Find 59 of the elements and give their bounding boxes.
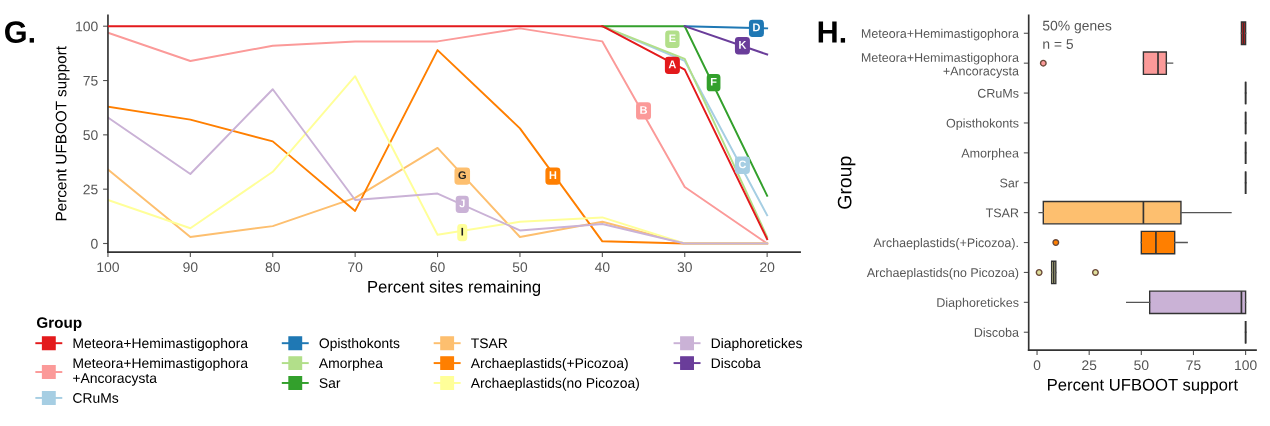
annotation: G (458, 171, 466, 180)
y-tick-label: Sar (1000, 178, 1019, 188)
legend-title: Group (36, 317, 82, 332)
annotation: n = 5 (1043, 39, 1074, 49)
y-tick-label: CRuMs (977, 88, 1019, 98)
y-tick-label: 50 (83, 130, 98, 141)
y-tick-label: Meteora+Hemimastigophora (861, 28, 1019, 41)
x-tick-label: 50 (512, 262, 528, 273)
y-tick-label: Discoba (974, 327, 1019, 337)
y-tick-label: Archaeplastids(+Picozoa). (873, 238, 1018, 250)
x-tick-label: 80 (265, 262, 280, 273)
legend-label: Diaphoretickes (711, 337, 803, 351)
x-tick-label: 60 (430, 262, 445, 273)
annotation: J (459, 199, 465, 208)
legend-label: Meteora+Hemimastigophora (73, 337, 249, 351)
legend-label: Discoba (711, 357, 761, 369)
x-tick-label: 70 (348, 262, 363, 273)
legend-label: Opisthokonts (319, 337, 400, 351)
y-axis-title: Percent UFBOOT support (55, 46, 70, 221)
y-tick-label: Amorphea (961, 148, 1019, 160)
legend-label: Archaeplastids(no Picozoa) (470, 377, 639, 391)
x-tick-label: 0 (1033, 360, 1041, 371)
legend-label: Archaeplastids(+Picozoa) (470, 357, 628, 371)
x-tick-label: 20 (760, 262, 775, 273)
x-tick-label: 50 (1134, 360, 1149, 371)
legend-label: TSAR (471, 338, 508, 349)
y-axis-title: Group (837, 156, 856, 209)
x-tick-label: 100 (97, 262, 119, 273)
y-tick-label: Archaeplastids(no Picozoa) (866, 267, 1019, 280)
x-axis-title: Percent sites remaining (368, 280, 541, 296)
annotation: C (738, 160, 747, 169)
y-tick-label: 100 (76, 21, 98, 32)
x-tick-label: 75 (1186, 360, 1201, 371)
y-tick-label: 25 (83, 184, 98, 195)
annotation: I (461, 227, 464, 236)
chart-title: H. (818, 21, 846, 43)
annotation: H (549, 171, 557, 180)
legend-label: Amorphea (318, 357, 383, 371)
annotation: B (640, 106, 648, 114)
annotation: D (753, 23, 760, 32)
y-tick-label: 0 (91, 238, 98, 249)
annotation: 50% genes (1042, 20, 1112, 34)
y-tick-label: 75 (83, 76, 98, 86)
x-tick-label: 90 (183, 262, 198, 273)
x-tick-label: 100 (1235, 360, 1257, 371)
y-tick-label: Meteora+Hemimastigophora +Ancoracysta (861, 52, 1019, 78)
y-tick-label: TSAR (985, 208, 1019, 218)
x-axis-title: Percent UFBOOT support (1048, 378, 1238, 394)
annotation: F (710, 77, 717, 86)
annotation: E (669, 34, 676, 43)
x-tick-label: 40 (594, 262, 610, 273)
chart-title: G. (5, 21, 34, 43)
annotation: K (739, 40, 747, 49)
annotation: A (668, 60, 677, 69)
x-tick-label: 30 (677, 262, 692, 273)
x-tick-label: 25 (1082, 360, 1097, 371)
legend-label: Sar (319, 378, 341, 388)
y-tick-label: Opisthokonts (946, 118, 1019, 131)
y-tick-label: Diaphoretickes (937, 297, 1019, 310)
